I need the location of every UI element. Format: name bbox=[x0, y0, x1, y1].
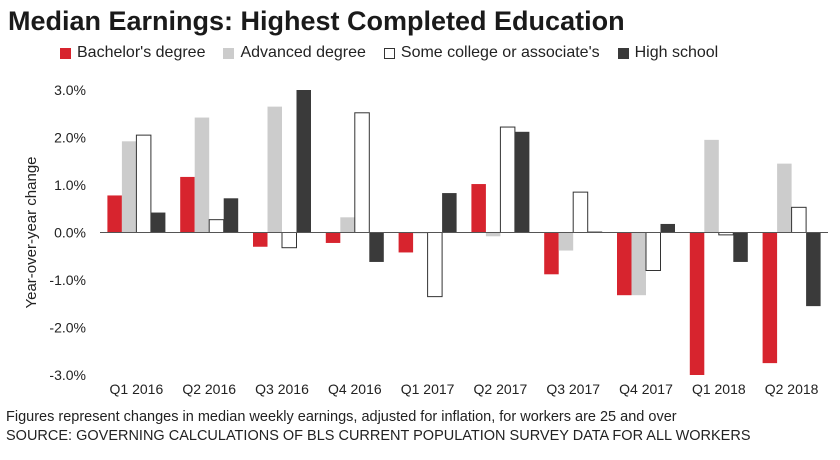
y-tick-label: 0.0% bbox=[54, 225, 86, 241]
legend-label-advanced: Advanced degree bbox=[240, 44, 366, 61]
bar-0-0 bbox=[107, 195, 122, 233]
bar-2-4 bbox=[427, 232, 443, 298]
bar-3-2 bbox=[296, 90, 311, 233]
bar-3-1 bbox=[223, 198, 239, 233]
bar-3-5 bbox=[514, 131, 530, 233]
y-tick-label: -2.0% bbox=[49, 320, 86, 336]
bar-1-0 bbox=[121, 141, 137, 233]
x-tick-label: Q2 2018 bbox=[765, 381, 819, 397]
chart-footer: Figures represent changes in median week… bbox=[6, 408, 750, 446]
bar-3-8 bbox=[733, 232, 748, 262]
bar-2-5 bbox=[499, 126, 516, 233]
x-tick-label: Q1 2016 bbox=[110, 381, 164, 397]
bar-2-6 bbox=[572, 191, 589, 233]
bar-2-1 bbox=[208, 219, 225, 234]
bar-0-2 bbox=[253, 232, 268, 247]
bar-0-7 bbox=[617, 232, 632, 296]
x-tick-label: Q1 2018 bbox=[692, 381, 746, 397]
chart-plot-area: 3.0% 2.0% 1.0% 0.0% -1.0% -2.0% -3.0% Year-over… bbox=[23, 82, 828, 397]
bar-1-8 bbox=[704, 139, 719, 233]
legend-swatch-bachelors bbox=[60, 47, 71, 59]
legend-item-advanced: Advanced degree bbox=[223, 44, 366, 62]
bar-0-6 bbox=[544, 232, 559, 275]
y-tick-label: 3.0% bbox=[54, 82, 86, 98]
legend-item-bachelors: Bachelor's degree bbox=[60, 44, 205, 62]
bar-3-0 bbox=[150, 212, 166, 233]
y-tick-label: 2.0% bbox=[54, 130, 86, 146]
bar-2-2 bbox=[281, 232, 297, 249]
bar-2-0 bbox=[135, 134, 152, 233]
footer-source: SOURCE: GOVERNING CALCULATIONS OF BLS CU… bbox=[6, 428, 751, 444]
bar-1-3 bbox=[340, 217, 355, 233]
x-tick-label: Q1 2017 bbox=[401, 381, 455, 397]
bar-0-9 bbox=[762, 232, 778, 364]
bar-3-9 bbox=[806, 232, 821, 307]
bar-0-5 bbox=[471, 184, 486, 233]
legend-item-some-college: Some college or associate's bbox=[383, 44, 600, 62]
bar-2-3 bbox=[354, 112, 370, 233]
x-tick-label: Q4 2016 bbox=[328, 381, 382, 397]
legend: Bachelor's degree Advanced degree Some c… bbox=[60, 44, 718, 62]
footer-note: Figures represent changes in median week… bbox=[6, 409, 677, 425]
legend-item-high-school: High school bbox=[617, 44, 719, 62]
bar-3-3 bbox=[369, 232, 384, 262]
bar-2-9 bbox=[791, 206, 807, 233]
bar-0-1 bbox=[180, 176, 195, 233]
legend-label-some-college: Some college or associate's bbox=[400, 44, 600, 61]
x-tick-label: Q2 2016 bbox=[182, 381, 236, 397]
x-tick-label: Q2 2017 bbox=[474, 381, 528, 397]
y-tick-label: -1.0% bbox=[49, 272, 86, 288]
bar-2-7 bbox=[645, 232, 661, 271]
bar-1-9 bbox=[777, 163, 792, 233]
y-tick-label: 1.0% bbox=[54, 177, 86, 193]
bar-1-6 bbox=[558, 232, 574, 251]
y-tick-label: -3.0% bbox=[49, 367, 86, 383]
bar-3-4 bbox=[442, 193, 457, 233]
bar-0-8 bbox=[689, 232, 705, 375]
legend-swatch-high-school bbox=[617, 47, 629, 59]
legend-label-high-school: High school bbox=[634, 44, 719, 61]
bar-1-7 bbox=[631, 232, 646, 296]
bar-1-1 bbox=[194, 117, 210, 233]
legend-swatch-some-college bbox=[383, 47, 395, 59]
x-tick-label: Q4 2017 bbox=[619, 381, 673, 397]
bar-0-3 bbox=[325, 232, 341, 243]
x-tick-label: Q3 2016 bbox=[255, 381, 309, 397]
bar-3-7 bbox=[660, 223, 675, 233]
bar-1-5 bbox=[485, 232, 501, 237]
bar-1-2 bbox=[267, 106, 282, 233]
legend-swatch-advanced bbox=[223, 47, 235, 59]
legend-label-bachelors: Bachelor's degree bbox=[77, 44, 206, 61]
x-tick-label: Q3 2017 bbox=[546, 381, 600, 397]
bar-0-4 bbox=[398, 232, 414, 253]
chart-title: Median Earnings: Highest Completed Educa… bbox=[8, 6, 625, 36]
y-axis-label: Year-over-year change bbox=[23, 156, 40, 308]
